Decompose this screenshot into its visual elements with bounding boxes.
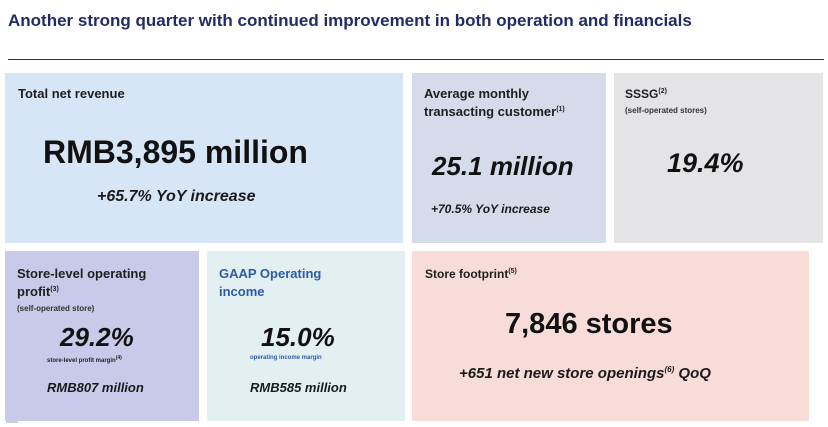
store-profit-label-line2: profit(3) — [17, 284, 59, 299]
footnote-mark — [6, 421, 18, 423]
gaap-label-line2: income — [219, 284, 265, 299]
footprint-card: Store footprint(5) 7,846 stores +651 net… — [412, 251, 809, 421]
gaap-caption: operating income margin — [250, 355, 322, 361]
customers-note: +70.5% YoY increase — [431, 202, 550, 216]
sssg-value: 19.4% — [667, 148, 744, 178]
gaap-note: RMB585 million — [250, 380, 347, 395]
revenue-note: +65.7% YoY increase — [97, 188, 256, 205]
customers-label-line2: transacting customer(1) — [424, 104, 565, 119]
gaap-card: GAAP Operating income 15.0% operating in… — [207, 251, 405, 421]
footprint-value: 7,846 stores — [505, 308, 673, 340]
footprint-note: +651 net new store openings(6) QoQ — [459, 365, 711, 382]
revenue-value: RMB3,895 million — [43, 134, 308, 170]
customers-card: Average monthly transacting customer(1) … — [412, 73, 606, 243]
revenue-card: Total net revenue RMB3,895 million +65.7… — [5, 73, 403, 243]
store-profit-caption: store-level profit margin(4) — [47, 355, 122, 364]
sssg-label: SSSG(2) — [625, 87, 667, 101]
store-profit-card: Store-level operating profit(3) (self-op… — [5, 251, 199, 421]
store-profit-label-line1: Store-level operating — [17, 266, 147, 281]
store-profit-sublabel: (self-operated store) — [17, 304, 95, 313]
store-profit-value: 29.2% — [60, 322, 134, 352]
gaap-label-line1: GAAP Operating — [219, 266, 322, 281]
footprint-label: Store footprint(5) — [425, 267, 517, 281]
sssg-card: SSSG(2) (self-operated stores) 19.4% — [614, 73, 823, 243]
sssg-sublabel: (self-operated stores) — [625, 106, 707, 115]
title-divider — [8, 59, 824, 60]
store-profit-note: RMB807 million — [47, 380, 144, 395]
customers-label-line1: Average monthly — [424, 86, 529, 101]
gaap-value: 15.0% — [261, 322, 335, 352]
customers-value: 25.1 million — [432, 151, 574, 181]
slide-title: Another strong quarter with continued im… — [8, 11, 692, 30]
revenue-label: Total net revenue — [18, 86, 125, 101]
